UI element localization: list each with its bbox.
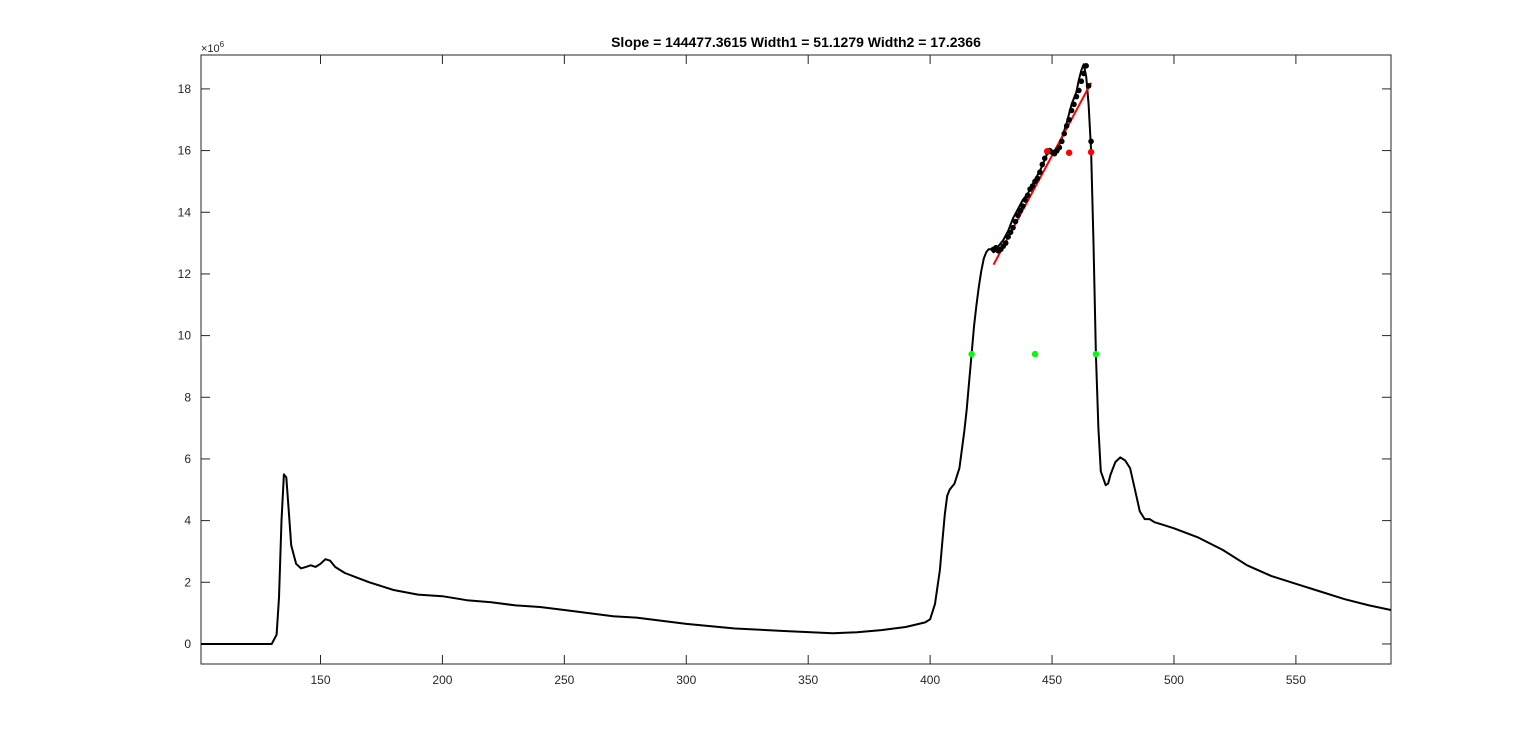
red-marker	[1043, 148, 1051, 155]
black-marker	[1017, 207, 1024, 214]
black-marker	[1041, 155, 1048, 162]
x-tick-label: 550	[1286, 673, 1306, 687]
axis-ticks	[201, 55, 1391, 664]
black-marker	[1024, 192, 1031, 199]
y-exponent-base: ×10	[201, 43, 220, 55]
green-marker	[1092, 350, 1100, 358]
black-marker	[1061, 130, 1068, 137]
green-marker	[968, 350, 975, 358]
y-tick-label: 4	[184, 514, 191, 528]
black-marker	[1010, 224, 1016, 231]
black-marker	[1039, 161, 1046, 168]
black-marker	[1034, 175, 1041, 182]
x-tick-label: 500	[1164, 673, 1184, 687]
black-marker	[1002, 240, 1009, 246]
green-marker	[1031, 350, 1039, 358]
x-tick-label: 350	[798, 673, 818, 687]
y-tick-label: 14	[178, 205, 192, 219]
y-exponent-power: 6	[220, 40, 225, 49]
y-tick-label: 0	[184, 637, 191, 651]
black-marker	[1015, 212, 1021, 219]
black-marker	[1012, 218, 1019, 225]
y-tick-label: 2	[184, 575, 191, 589]
chart-title: Slope = 144477.3615 Width1 = 51.1279 Wid…	[611, 34, 981, 50]
tick-labels: 150 200 250 300 350 400 450 500 550 0 2 4 6 8 10 12 14 16…	[178, 82, 1307, 687]
x-tick-label: 300	[676, 673, 696, 687]
black-marker	[1068, 107, 1075, 114]
black-marker	[1066, 116, 1072, 123]
series-group	[201, 62, 1391, 645]
black-marker	[1071, 101, 1077, 108]
y-tick-label: 10	[178, 329, 192, 343]
red-marker	[1087, 148, 1095, 156]
black-marker	[1063, 123, 1070, 129]
black-marker	[1080, 70, 1087, 77]
y-tick-label: 6	[184, 452, 191, 466]
x-tick-label: 450	[1042, 673, 1062, 687]
black-marker	[1076, 87, 1082, 94]
black-marker	[1078, 78, 1085, 85]
y-tick-label: 12	[178, 267, 192, 281]
y-tick-label: 8	[184, 390, 191, 404]
black-marker	[1056, 144, 1063, 151]
data-series	[201, 62, 1391, 645]
black-marker	[1019, 203, 1026, 209]
y-tick-label: 16	[178, 144, 192, 158]
black-marker	[1037, 169, 1043, 175]
black-marker	[1058, 138, 1065, 145]
black-marker	[1073, 93, 1080, 100]
black-marker	[1005, 234, 1011, 240]
black-marker	[1083, 62, 1089, 69]
x-tick-label: 250	[554, 673, 574, 687]
black-marker	[1029, 183, 1036, 189]
red-marker	[1065, 149, 1073, 156]
black-marker	[1088, 138, 1094, 145]
black-marker	[1007, 229, 1014, 236]
plot-area	[200, 54, 1392, 665]
x-tick-label: 400	[920, 673, 940, 687]
y-exponent-label: ×106	[201, 40, 225, 55]
x-tick-label: 200	[432, 673, 452, 687]
black-marker	[1085, 83, 1092, 89]
profile-line	[201, 63, 1391, 645]
y-tick-label: 18	[178, 82, 192, 96]
black-marker	[1022, 197, 1029, 203]
x-tick-label: 150	[310, 673, 330, 687]
